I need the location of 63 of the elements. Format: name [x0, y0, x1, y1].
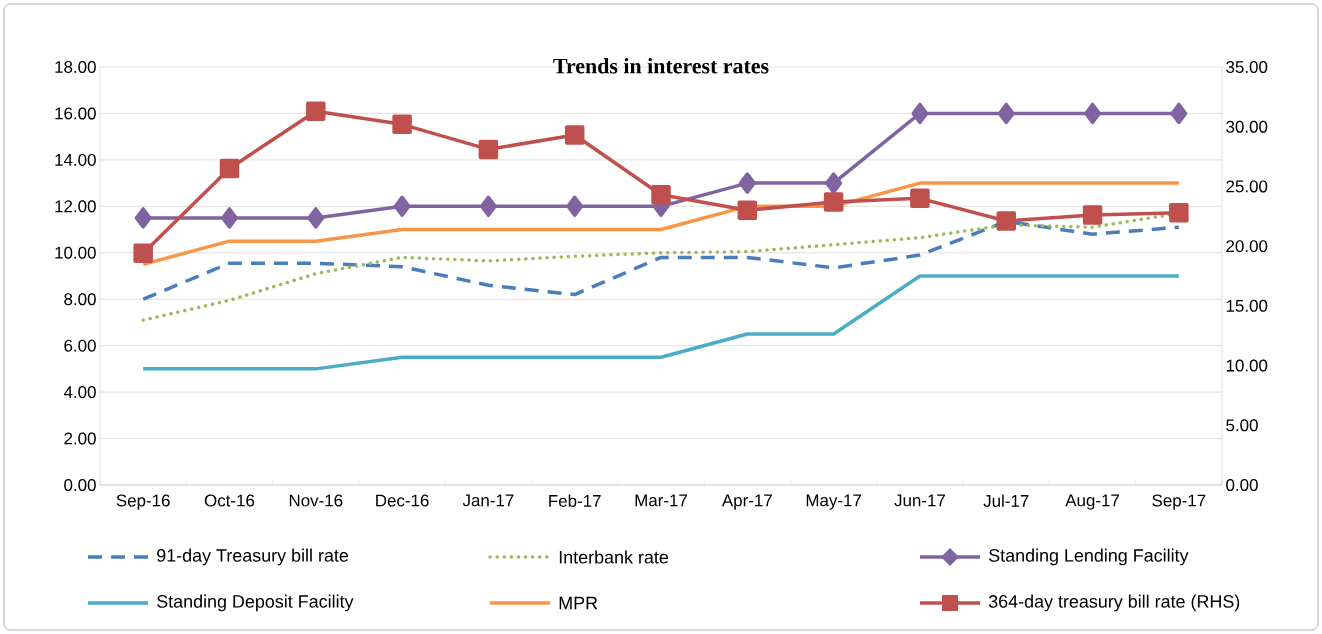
point [1170, 102, 1188, 125]
point [1169, 202, 1189, 223]
y-tick-label: 0.00 [64, 478, 96, 491]
point [219, 158, 240, 179]
x-tick-label: Mar-17 [635, 494, 687, 507]
y-tick-label: 18.00 [55, 60, 96, 73]
legend-label: Standing Deposit Facility [157, 594, 354, 612]
point [825, 172, 843, 194]
point [307, 207, 325, 229]
point [651, 185, 671, 205]
y2-tick-label: 5.00 [1226, 419, 1258, 432]
x-tick-label: Oct-16 [204, 494, 255, 507]
point [478, 139, 499, 160]
point [479, 195, 497, 218]
point [1084, 102, 1102, 125]
point [996, 211, 1016, 231]
point [133, 243, 153, 264]
y2-tick-label: 35.00 [1226, 60, 1268, 73]
x-tick-label: May-17 [806, 494, 861, 510]
y2-tick-label: 15.00 [1226, 299, 1268, 312]
x-tick-label: Apr-17 [721, 494, 772, 510]
point [220, 207, 238, 229]
x-tick-label: Sep-16 [116, 494, 170, 510]
y2-tick-label: 20.00 [1226, 240, 1268, 253]
x-tick-label: Feb-17 [549, 494, 601, 507]
y-tick-label: 14.00 [55, 153, 96, 166]
point [823, 192, 844, 212]
y-tick-label: 8.00 [64, 293, 96, 306]
y2-tick-label: 30.00 [1226, 120, 1268, 133]
legend-label: 91-day Treasury bill rate [157, 548, 349, 566]
x-tick-label: Sep-17 [1152, 494, 1206, 510]
legend-label: 364-day treasury bill rate (RHS) [988, 594, 1240, 612]
point [911, 102, 929, 125]
y2-tick-label: 10.00 [1226, 359, 1268, 372]
y-tick-label: 4.00 [63, 386, 96, 399]
x-tick-label: Dec-16 [376, 494, 429, 507]
legend-label: Interbank rate [559, 550, 669, 564]
point [306, 101, 326, 121]
x-tick-label: Jun-17 [894, 494, 945, 507]
y-tick-label: 2.00 [64, 432, 96, 445]
legend-label: Standing Lending Facility [989, 548, 1189, 566]
x-tick-label: Jan-17 [462, 494, 514, 507]
y-tick-label: 12.00 [55, 200, 96, 213]
y2-tick-label: 0.00 [1226, 478, 1258, 491]
chart-title: Trends in interest rates [553, 58, 769, 74]
y2-tick-label: 25.00 [1226, 180, 1268, 193]
point [566, 195, 584, 218]
point [737, 200, 758, 221]
y-tick-label: 6.00 [64, 339, 96, 352]
legend-label: MPR [559, 596, 598, 610]
point [134, 207, 152, 229]
point [997, 102, 1015, 125]
y-tick-label: 10.00 [55, 246, 96, 259]
point [910, 188, 930, 209]
x-tick-label: Nov-16 [289, 494, 343, 507]
x-tick-label: Aug-17 [1065, 494, 1119, 510]
point [1082, 205, 1103, 225]
point [738, 172, 756, 194]
point [564, 125, 585, 145]
point [393, 195, 411, 218]
point [392, 114, 412, 135]
x-tick-label: Jul-17 [983, 494, 1029, 507]
y-tick-label: 16.00 [55, 107, 96, 120]
